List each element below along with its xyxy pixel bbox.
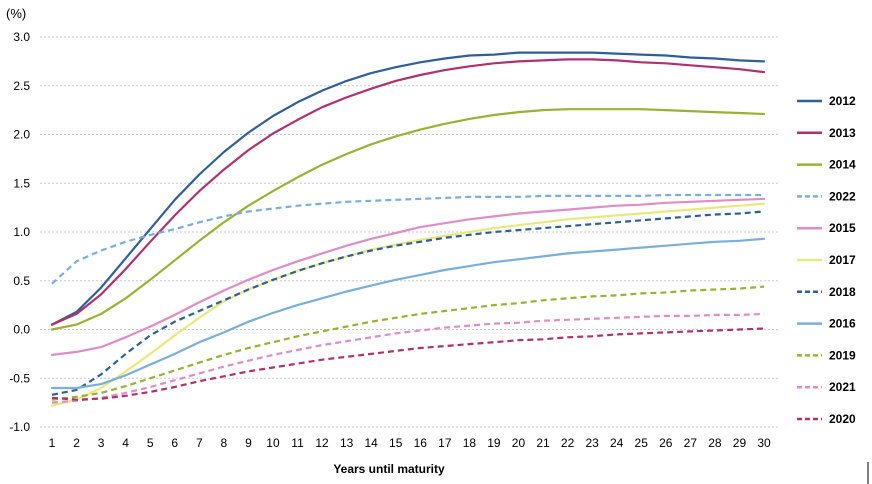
y-axis-ticks: 3.0 2.5 2.0 1.5 1.0 0.5 0.0 -0.5 -1.0 xyxy=(9,30,30,434)
x-tick-label: 25 xyxy=(635,436,649,450)
x-tick-label: 6 xyxy=(171,436,178,450)
gridlines xyxy=(40,36,778,428)
x-tick-label: 22 xyxy=(561,436,575,450)
legend-label-2014: 2014 xyxy=(829,158,856,172)
series-line-2015 xyxy=(50,197,766,356)
x-tick-label: 13 xyxy=(340,436,354,450)
x-tick-label: 30 xyxy=(757,436,771,450)
x-tick-label: 5 xyxy=(147,436,154,450)
x-tick-label: 2 xyxy=(73,436,80,450)
series-line-2022 xyxy=(51,193,764,285)
x-tick-label: 3 xyxy=(98,436,105,450)
y-tick-label: 2.0 xyxy=(13,128,30,142)
x-tick-label: 4 xyxy=(122,436,129,450)
y-tick-label: 1.5 xyxy=(13,176,30,190)
x-tick-label: 14 xyxy=(364,436,378,450)
x-tick-label: 26 xyxy=(659,436,673,450)
x-tick-label: 18 xyxy=(463,436,477,450)
y-tick-label: 2.5 xyxy=(13,79,30,93)
legend-label-2020: 2020 xyxy=(829,412,856,426)
y-axis-label: (%) xyxy=(6,6,26,21)
x-tick-label: 16 xyxy=(414,436,428,450)
x-tick-label: 8 xyxy=(221,436,228,450)
x-tick-label: 9 xyxy=(245,436,252,450)
x-tick-label: 23 xyxy=(585,436,599,450)
y-tick-label: 0.0 xyxy=(13,323,30,337)
legend-label-2022: 2022 xyxy=(829,189,856,203)
x-tick-label: 11 xyxy=(291,436,304,450)
series-line-2017 xyxy=(50,202,766,407)
series-line-2013 xyxy=(50,58,766,326)
y-tick-label: 1.0 xyxy=(13,225,30,239)
legend-label-2017: 2017 xyxy=(829,253,856,267)
legend-label-2021: 2021 xyxy=(829,380,856,394)
series-line-2020 xyxy=(51,327,765,401)
x-tick-label: 29 xyxy=(733,436,747,450)
series-line-2012 xyxy=(50,51,766,326)
x-tick-label: 20 xyxy=(512,436,526,450)
y-tick-label: -1.0 xyxy=(9,420,30,434)
legend-label-2012: 2012 xyxy=(829,94,856,108)
x-axis-title: Years until maturity xyxy=(333,462,445,476)
legend-label-2019: 2019 xyxy=(829,348,856,362)
series-line-2019 xyxy=(51,285,765,401)
legend-label-2013: 2013 xyxy=(829,126,856,140)
series-lines xyxy=(50,51,766,407)
x-tick-label: 7 xyxy=(196,436,203,450)
x-tick-label: 19 xyxy=(487,436,501,450)
x-tick-label: 17 xyxy=(438,436,452,450)
x-tick-label: 10 xyxy=(266,436,280,450)
y-tick-label: -0.5 xyxy=(9,371,30,385)
series-line-2014 xyxy=(50,108,766,331)
legend: 2012 2013 2014 2022 2015 2017 2018 2016 2019 2021… xyxy=(797,94,856,426)
x-tick-label: 15 xyxy=(389,436,403,450)
x-axis-ticks: 1 2 3 4 5 6 7 8 9 10 11 12 13 14 15 16 17 18 19 20 21 22 23 24 2… xyxy=(49,436,771,450)
x-tick-label: 27 xyxy=(684,436,698,450)
x-tick-label: 24 xyxy=(610,436,624,450)
y-tick-label: 3.0 xyxy=(13,30,30,44)
x-tick-label: 21 xyxy=(536,436,550,450)
legend-label-2016: 2016 xyxy=(829,317,856,331)
series-line-2021 xyxy=(51,312,765,404)
series-line-2018 xyxy=(51,210,765,396)
series-line-2016 xyxy=(50,237,766,390)
legend-label-2015: 2015 xyxy=(829,221,856,235)
legend-label-2018: 2018 xyxy=(829,285,856,299)
y-tick-label: 0.5 xyxy=(13,274,30,288)
x-tick-label: 28 xyxy=(708,436,722,450)
x-tick-label: 1 xyxy=(49,436,56,450)
x-tick-label: 12 xyxy=(315,436,329,450)
